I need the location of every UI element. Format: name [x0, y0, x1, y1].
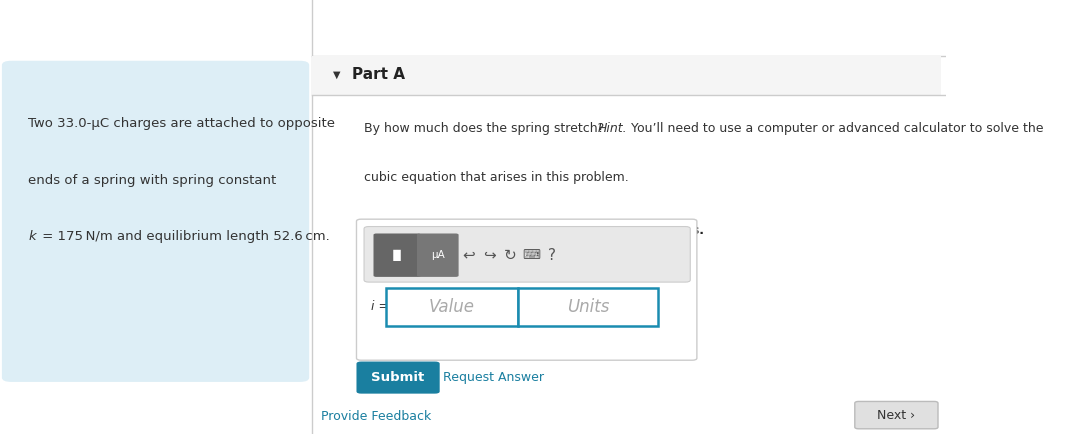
Text: Submit: Submit: [372, 371, 424, 384]
Text: Units: Units: [567, 298, 609, 316]
FancyBboxPatch shape: [374, 233, 421, 277]
Text: ?: ?: [549, 248, 556, 263]
Text: ↻: ↻: [504, 248, 517, 263]
FancyBboxPatch shape: [417, 233, 459, 277]
Text: ▐▌: ▐▌: [389, 250, 406, 261]
Text: = 175 N/m and equilibrium length 52.6 cm.: = 175 N/m and equilibrium length 52.6 cm…: [38, 230, 329, 243]
FancyBboxPatch shape: [312, 56, 941, 95]
Text: You’ll need to use a computer or advanced calculator to solve the: You’ll need to use a computer or advance…: [626, 122, 1043, 135]
Text: ↩: ↩: [462, 248, 475, 263]
Text: Hint.: Hint.: [597, 122, 627, 135]
Text: i =: i =: [370, 300, 389, 313]
Text: ⌨: ⌨: [523, 249, 540, 262]
Text: k: k: [28, 230, 36, 243]
FancyBboxPatch shape: [356, 219, 697, 360]
FancyBboxPatch shape: [364, 227, 690, 282]
Text: Provide Feedback: Provide Feedback: [322, 410, 432, 423]
Text: ends of a spring with spring constant: ends of a spring with spring constant: [28, 174, 276, 187]
Text: Request Answer: Request Answer: [443, 371, 543, 384]
Text: cubic equation that arises in this problem.: cubic equation that arises in this probl…: [364, 171, 629, 184]
FancyBboxPatch shape: [356, 362, 440, 394]
Text: Two 33.0-μC charges are attached to opposite: Two 33.0-μC charges are attached to oppo…: [28, 117, 336, 130]
FancyBboxPatch shape: [518, 288, 658, 326]
Text: Value: Value: [429, 298, 475, 316]
Text: Next ›: Next ›: [877, 409, 916, 422]
Text: Express your answer with the appropriate units.: Express your answer with the appropriate…: [364, 224, 704, 237]
Text: ↪: ↪: [484, 248, 496, 263]
Text: By how much does the spring stretch?: By how much does the spring stretch?: [364, 122, 608, 135]
Text: ▼: ▼: [333, 69, 340, 80]
FancyBboxPatch shape: [2, 61, 309, 382]
FancyBboxPatch shape: [854, 401, 939, 429]
FancyBboxPatch shape: [386, 288, 518, 326]
Text: Part A: Part A: [352, 67, 405, 82]
Text: μA: μA: [431, 250, 445, 260]
